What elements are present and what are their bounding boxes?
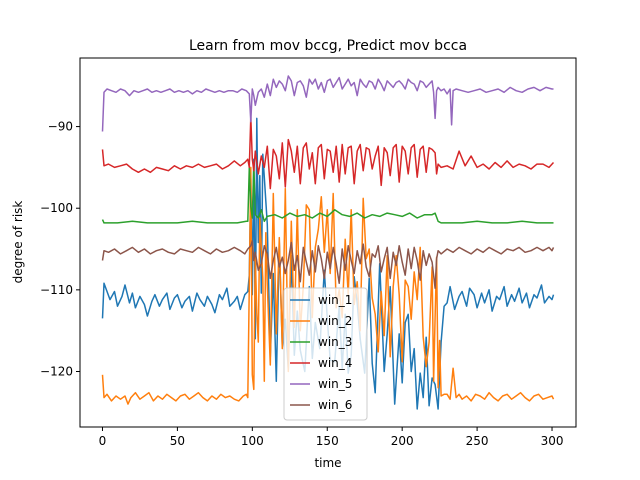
- x-tick-label: 50: [170, 434, 185, 448]
- x-tick-label: 300: [541, 434, 564, 448]
- y-tick-label: −100: [40, 201, 73, 215]
- x-tick-label: 250: [466, 434, 489, 448]
- x-tick-label: 0: [99, 434, 107, 448]
- y-axis-ticks: −120 −110 −100 −90: [40, 120, 80, 378]
- x-tick-label: 100: [241, 434, 264, 448]
- series-layer: [101, 75, 555, 410]
- y-tick-label: −110: [40, 283, 73, 297]
- x-tick-label: 150: [316, 434, 339, 448]
- series-line-win_2: [101, 166, 555, 405]
- legend: win_1 win_2 win_3 win_4 win_5 win_6: [283, 287, 368, 421]
- series-line-win_6: [101, 240, 555, 289]
- legend-label: win_4: [318, 356, 352, 370]
- series-line-win_3: [101, 163, 554, 224]
- series-line-win_4: [101, 116, 555, 190]
- legend-label: win_1: [318, 293, 352, 307]
- x-axis-label: time: [314, 456, 341, 470]
- series-line-win_5: [101, 75, 554, 132]
- chart-title: Learn from mov bccg, Predict mov bcca: [189, 38, 467, 54]
- legend-label: win_5: [318, 377, 352, 391]
- legend-label: win_6: [318, 398, 352, 412]
- y-axis-label: degree of risk: [11, 201, 25, 284]
- legend-label: win_3: [318, 335, 352, 349]
- x-tick-label: 200: [391, 434, 414, 448]
- legend-label: win_2: [318, 314, 352, 328]
- x-axis-ticks: 0 50 100 150 200 250 300: [99, 427, 564, 448]
- plot-frame: [79, 57, 577, 428]
- y-tick-label: −120: [40, 364, 73, 378]
- y-tick-label: −90: [48, 120, 73, 134]
